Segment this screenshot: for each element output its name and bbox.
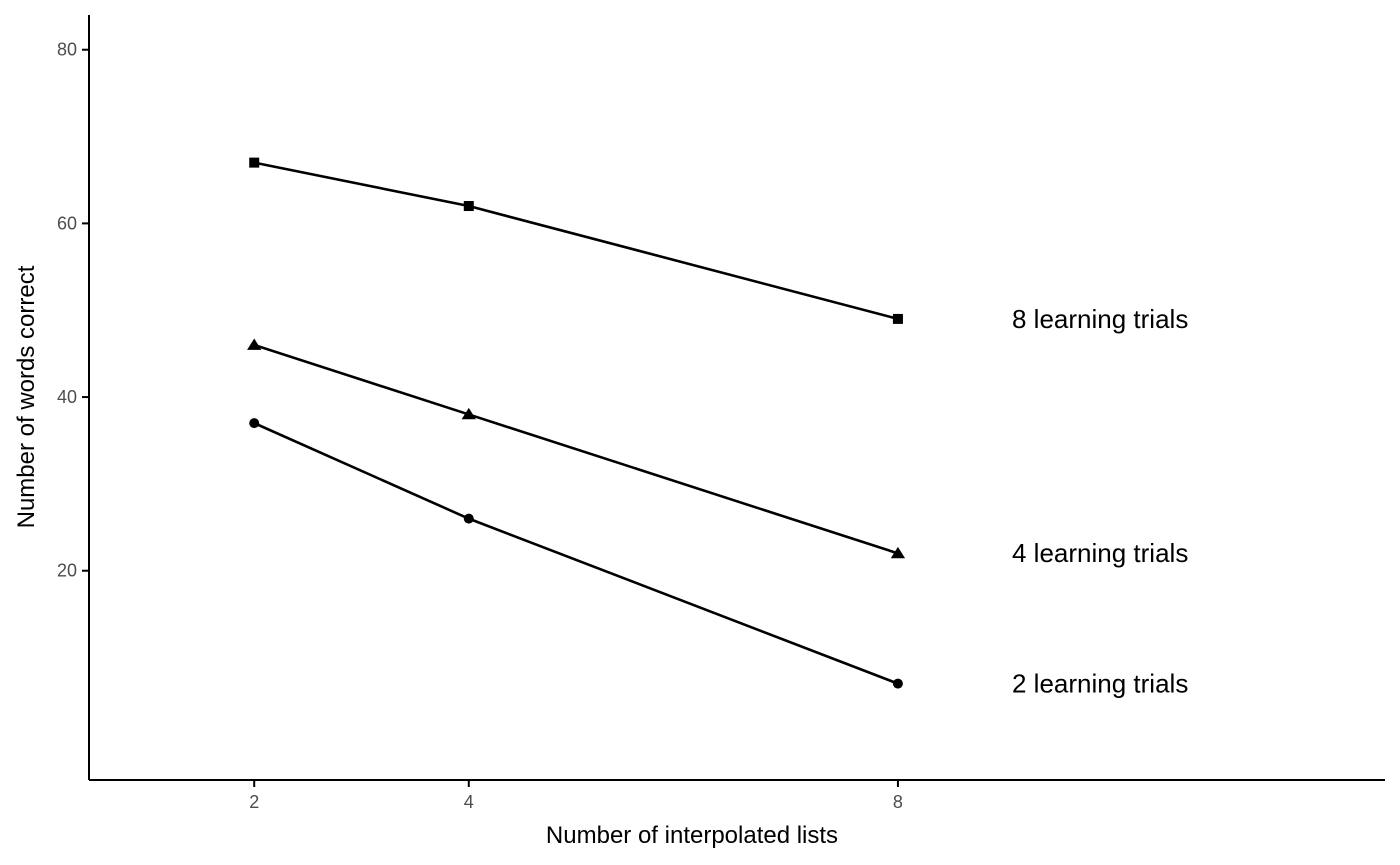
- series-group: 8 learning trials 4 learning trials 2 lear…: [247, 157, 1188, 698]
- series-line: [253, 343, 899, 555]
- x-ticks: 2 4 8: [249, 780, 903, 812]
- y-tick-label: 40: [57, 387, 77, 407]
- circle-point: [892, 678, 903, 689]
- series-circle: 2 learning trials: [249, 418, 1188, 698]
- triangle-point: [890, 546, 906, 559]
- square-point: [463, 201, 474, 212]
- series-line: [253, 421, 899, 685]
- series-line: [253, 161, 899, 321]
- circle-point: [249, 418, 260, 429]
- y-tick-label: 60: [57, 213, 77, 233]
- circle-point: [463, 513, 474, 524]
- x-tick-label: 4: [464, 792, 474, 812]
- triangle-point: [461, 407, 476, 420]
- y-tick-label: 80: [57, 40, 77, 60]
- series-label: 4 learning trials: [1012, 538, 1188, 568]
- square-point: [892, 313, 903, 324]
- series-label: 8 learning trials: [1012, 304, 1188, 334]
- y-tick-label: 20: [57, 561, 77, 581]
- y-ticks: 20 40 60 80: [57, 40, 89, 581]
- x-tick-label: 8: [893, 792, 903, 812]
- x-axis-title: Number of interpolated lists: [546, 822, 838, 849]
- series-square: 8 learning trials: [249, 157, 1188, 334]
- series-label: 2 learning trials: [1012, 668, 1188, 698]
- square-point: [249, 157, 260, 168]
- triangle-point: [247, 338, 262, 350]
- x-tick-label: 2: [249, 792, 259, 812]
- axes: [88, 15, 1385, 781]
- y-axis-title: Number of words correct: [13, 265, 40, 528]
- series-triangle: 4 learning trials: [247, 338, 1188, 568]
